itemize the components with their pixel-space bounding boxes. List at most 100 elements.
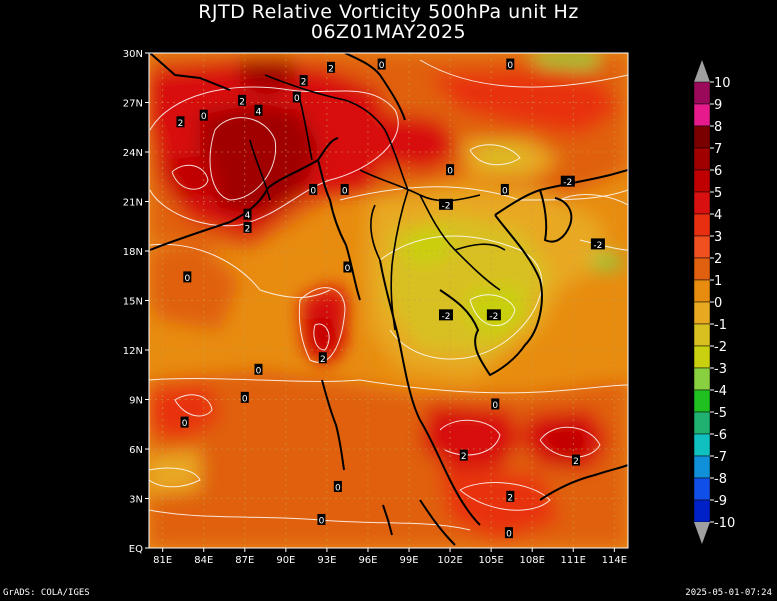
contour-label: 0 <box>446 164 455 177</box>
colorbar-swatch <box>693 389 711 413</box>
x-tick-label: 108E <box>519 555 544 566</box>
colorbar-swatch <box>693 411 711 435</box>
contour-label: -2 <box>590 238 605 251</box>
timestamp-text: 2025-05-01-07:24 <box>685 588 772 598</box>
colorbar-label: 0 <box>714 296 722 311</box>
x-tick-label: 102E <box>437 555 462 566</box>
colorbar-label: 7 <box>714 142 722 157</box>
svg-text:-2: -2 <box>563 178 572 188</box>
contour-label: 0 <box>254 363 263 376</box>
svg-text:4: 4 <box>256 107 262 117</box>
colorbar-label: -4 <box>714 384 727 399</box>
svg-text:4: 4 <box>245 211 251 221</box>
shaded-field <box>149 53 628 548</box>
contour-label: 0 <box>491 398 500 411</box>
svg-text:0: 0 <box>182 419 188 429</box>
svg-text:0: 0 <box>342 186 348 196</box>
y-tick-label: 15N <box>123 297 143 308</box>
chart-subtitle: 06Z01MAY2025 <box>310 21 467 43</box>
x-tick-label: 105E <box>478 555 503 566</box>
colorbar-label: -2 <box>714 340 727 355</box>
contour-label: 2 <box>238 94 247 107</box>
svg-text:2: 2 <box>301 78 307 88</box>
country-borders <box>249 74 506 331</box>
svg-text:0: 0 <box>379 61 385 71</box>
y-tick-label: 24N <box>123 148 143 159</box>
svg-text:2: 2 <box>239 97 245 107</box>
svg-text:2: 2 <box>178 119 184 129</box>
colorbar-label: -8 <box>714 472 727 487</box>
y-tick-label: 12N <box>123 346 143 357</box>
colorbar-swatch <box>693 191 711 215</box>
colorbar-swatch <box>693 81 711 105</box>
svg-text:-2: -2 <box>441 201 450 211</box>
contour-label: 0 <box>343 261 352 274</box>
contour-label: 0 <box>309 183 318 196</box>
contour-label: 2 <box>459 449 468 462</box>
colorbar-swatch <box>693 213 711 237</box>
contour-label: 4 <box>243 208 252 221</box>
contour-label: 0 <box>317 513 326 526</box>
y-tick-label: 9N <box>129 396 143 407</box>
svg-text:0: 0 <box>335 483 341 493</box>
colorbar-swatch <box>693 169 711 193</box>
colorbar-label: 2 <box>714 252 722 267</box>
colorbar-swatch <box>693 301 711 325</box>
contour-label: 0 <box>377 58 386 71</box>
contour-label: 0 <box>292 91 301 104</box>
colorbar-swatch <box>693 499 711 523</box>
contour-label: 2 <box>506 490 515 503</box>
y-tick-label: 6N <box>129 445 143 456</box>
contour-label: 2 <box>318 352 327 365</box>
colorbar-swatch <box>693 433 711 457</box>
colorbar-label: 8 <box>714 120 722 135</box>
colorbar-swatch <box>693 367 711 391</box>
svg-text:-2: -2 <box>441 312 450 322</box>
y-tick-label: 30N <box>123 49 143 60</box>
x-tick-label: 93E <box>317 555 336 566</box>
colorbar-label: 4 <box>714 208 722 223</box>
x-tick-label: 90E <box>276 555 295 566</box>
y-tick-label: EQ <box>129 544 143 555</box>
svg-text:0: 0 <box>507 61 513 71</box>
colorbar-label: 1 <box>714 274 722 289</box>
colorbar-swatch <box>693 323 711 347</box>
colorbar-label: -1 <box>714 318 727 333</box>
contour-label: -2 <box>486 309 501 322</box>
x-tick-label: 84E <box>194 555 213 566</box>
colorbar-swatch <box>693 125 711 149</box>
x-tick-label: 96E <box>358 555 377 566</box>
svg-text:0: 0 <box>201 112 207 122</box>
svg-text:2: 2 <box>461 452 467 462</box>
colorbar-swatch <box>693 455 711 479</box>
svg-text:2: 2 <box>328 64 334 74</box>
colorbar-bottom-arrow <box>694 522 710 544</box>
contour-label: 0 <box>340 183 349 196</box>
colorbar-swatch <box>693 477 711 501</box>
svg-text:2: 2 <box>320 355 326 365</box>
svg-text:2: 2 <box>507 493 513 503</box>
credit-text: GrADS: COLA/IGES <box>3 588 90 598</box>
colorbar-label: -9 <box>714 494 727 509</box>
svg-text:-2: -2 <box>593 241 602 251</box>
contour-label: -2 <box>438 198 453 211</box>
y-tick-label: 21N <box>123 198 143 209</box>
contour-label: 2 <box>571 454 580 467</box>
svg-text:0: 0 <box>184 274 190 284</box>
colorbar-label: 5 <box>714 186 722 201</box>
svg-text:0: 0 <box>256 366 262 376</box>
y-tick-label: 27N <box>123 99 143 110</box>
svg-text:0: 0 <box>242 394 248 404</box>
x-tick-label: 111E <box>561 555 586 566</box>
contour-label: 2 <box>299 75 308 88</box>
contour-label: 0 <box>180 416 189 429</box>
contour-label: 2 <box>243 221 252 234</box>
colorbar-label: -10 <box>714 516 735 531</box>
contour-label: 4 <box>254 104 263 117</box>
contour-label: 0 <box>333 480 342 493</box>
svg-text:-2: -2 <box>489 312 498 322</box>
contour-label: 2 <box>176 116 185 129</box>
y-tick-label: 18N <box>123 247 143 258</box>
